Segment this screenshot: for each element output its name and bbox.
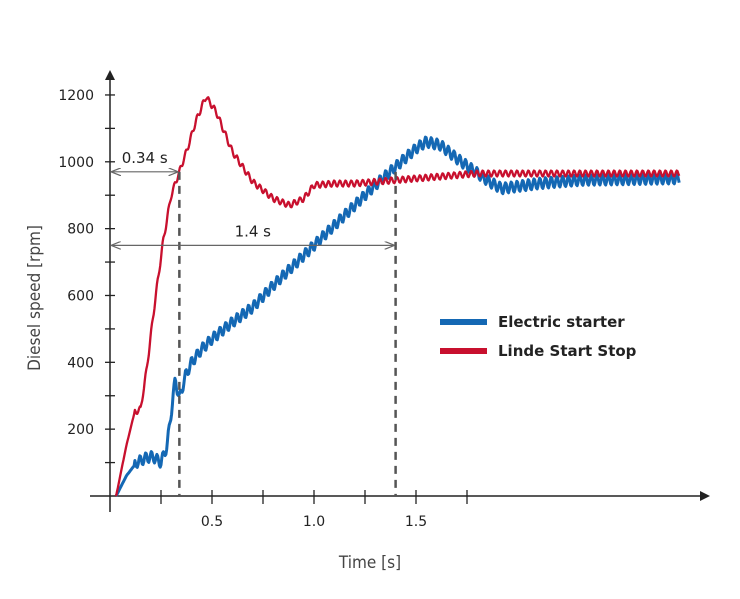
duration-label: 0.34 s [122, 149, 168, 167]
x-axis-title: Time [s] [338, 553, 401, 573]
dashed-guides [178, 171, 397, 496]
y-tick-label: 400 [67, 355, 94, 371]
duration-label: 1.4 s [235, 222, 272, 240]
x-tick-label: 0.5 [201, 514, 223, 530]
legend-label-electric: Electric starter [498, 313, 625, 331]
y-tick-label: 1000 [58, 155, 94, 171]
duration-annotations: 0.34 s 1.4 s [112, 149, 394, 246]
electric-starter-line [114, 135, 681, 497]
x-minor-ticks [160, 490, 468, 504]
y-tick-label: 600 [67, 288, 94, 304]
y-tick-labels: 200 400 600 800 1000 1200 [58, 88, 94, 438]
legend-label-linde: Linde Start Stop [498, 342, 637, 360]
x-tick-labels: 0.5 1.0 1.5 [201, 514, 427, 530]
series-lines [114, 96, 681, 497]
linde-start-stop-line [114, 96, 681, 497]
y-tick-label: 1200 [58, 88, 94, 104]
y-tick-label: 200 [67, 422, 94, 438]
y-minor-ticks [105, 94, 115, 464]
x-tick-label: 1.5 [405, 514, 427, 530]
x-tick-label: 1.0 [303, 514, 325, 530]
axes [90, 70, 710, 512]
y-tick-label: 800 [67, 222, 94, 238]
y-axis-title: Diesel speed [rpm] [25, 225, 45, 371]
legend: Electric starter Linde Start Stop [440, 313, 637, 360]
